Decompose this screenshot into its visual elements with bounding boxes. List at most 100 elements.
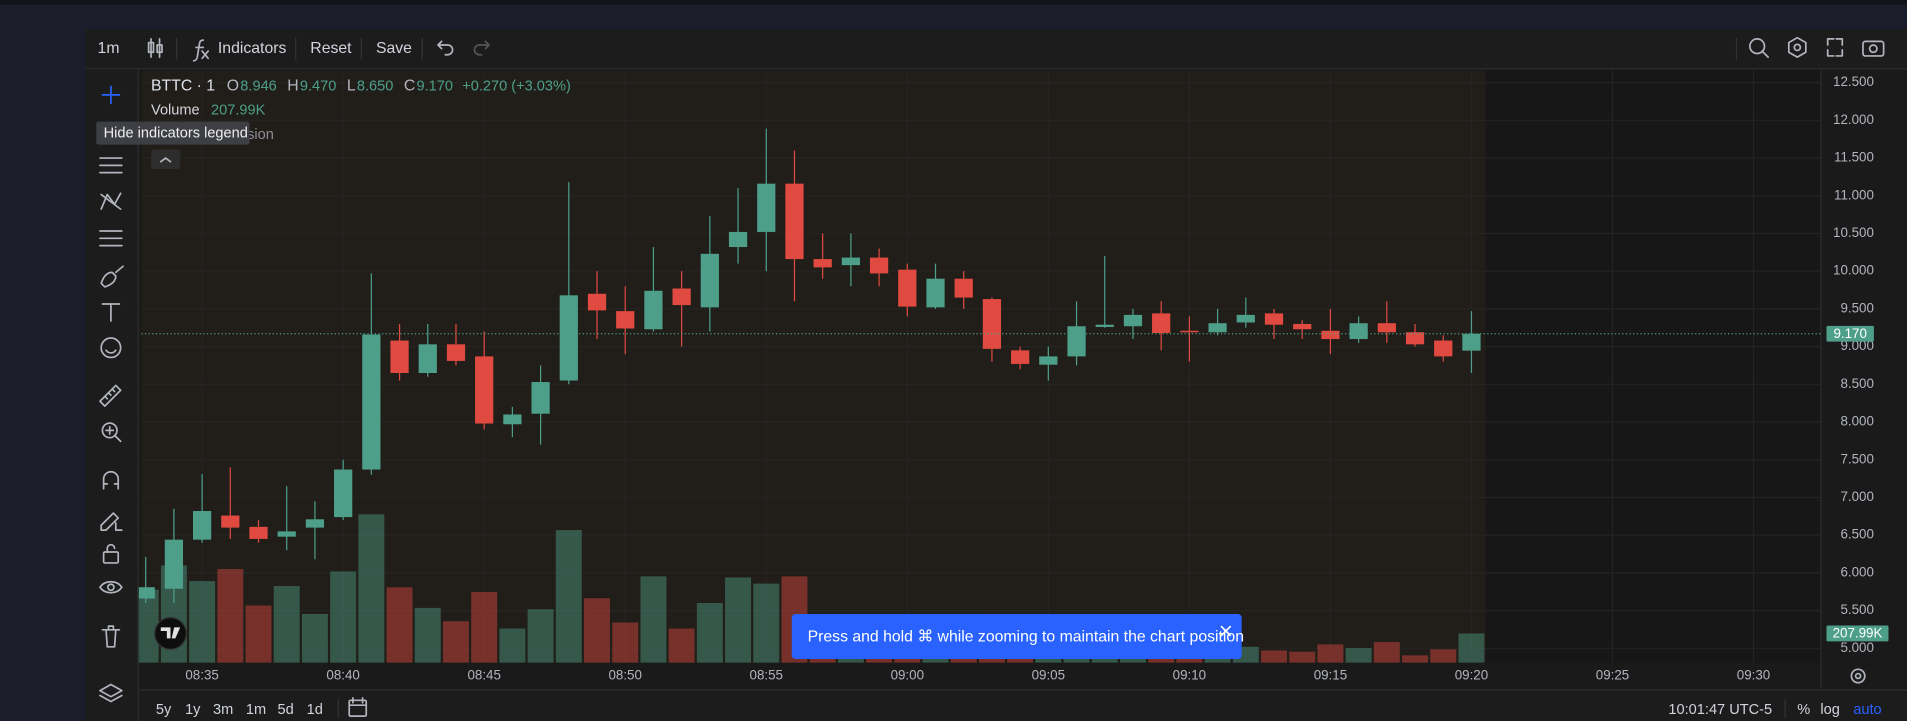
candle-body bbox=[700, 253, 719, 308]
text-tool[interactable] bbox=[101, 303, 121, 322]
volume-bar bbox=[1289, 651, 1316, 663]
volume-bar bbox=[414, 607, 441, 663]
volume-bar bbox=[1430, 649, 1457, 663]
pattern-tool[interactable] bbox=[100, 192, 122, 210]
y-tick-label: 10.000 bbox=[1833, 263, 1874, 278]
candle-body bbox=[982, 299, 1002, 349]
x-tick-label: 09:25 bbox=[1596, 668, 1629, 683]
volume-bar bbox=[753, 583, 780, 663]
percent-button[interactable]: % bbox=[1797, 702, 1810, 718]
candle-body bbox=[136, 587, 155, 599]
candle-body bbox=[644, 290, 663, 330]
candle-body bbox=[164, 539, 184, 589]
fullscreen-icon[interactable] bbox=[1826, 38, 1844, 57]
x-tick-label: 09:20 bbox=[1455, 668, 1488, 683]
candle-body bbox=[1208, 323, 1227, 333]
timeframe-button[interactable]: 5d bbox=[277, 702, 293, 718]
candle-body bbox=[475, 356, 494, 424]
interval-button[interactable]: 1m bbox=[98, 40, 120, 57]
undo-button[interactable] bbox=[437, 40, 454, 56]
volume-bar bbox=[273, 586, 300, 663]
collapse-legend-button[interactable] bbox=[151, 149, 181, 170]
measure-tool[interactable] bbox=[99, 384, 122, 407]
candle-body bbox=[559, 295, 578, 381]
y-tick-label: 6.500 bbox=[1840, 527, 1873, 542]
save-button[interactable]: Save bbox=[376, 40, 412, 57]
settings-icon[interactable] bbox=[1787, 36, 1807, 58]
legend-change: +0.270 (+3.03%) bbox=[462, 78, 571, 94]
timeframe-button[interactable]: 1d bbox=[307, 702, 323, 718]
top-strip bbox=[0, 0, 1907, 5]
x-tick-label: 09:15 bbox=[1314, 668, 1347, 683]
brush-tool[interactable] bbox=[100, 265, 124, 288]
chart-type-button[interactable] bbox=[147, 38, 163, 58]
legend-open-label: O bbox=[227, 77, 239, 94]
candle-body bbox=[1434, 340, 1453, 357]
fx-icon[interactable] bbox=[192, 39, 210, 62]
plot-layer: 5.000 5.500 6.000 6.500 7.000 7.500 8.000 8.500… bbox=[132, 70, 1889, 690]
toast-close[interactable] bbox=[1220, 625, 1232, 637]
chevron bbox=[159, 157, 172, 163]
volume-name: Volume bbox=[151, 103, 200, 119]
volume-bar bbox=[245, 605, 272, 663]
volume-bar bbox=[696, 602, 723, 663]
magnet-tool[interactable] bbox=[102, 470, 120, 490]
lock-tool[interactable] bbox=[102, 543, 120, 564]
axis-settings-icon[interactable] bbox=[1850, 668, 1866, 684]
crosshair-tool[interactable] bbox=[101, 85, 121, 105]
timeframe-button[interactable]: 5y bbox=[156, 702, 172, 718]
search-icon[interactable] bbox=[1749, 38, 1769, 58]
candle-body bbox=[1152, 313, 1171, 334]
tooltip-text: Hide indicators legend bbox=[104, 126, 248, 142]
candle-body bbox=[1123, 314, 1143, 327]
drawing-mode-tool[interactable] bbox=[100, 512, 123, 531]
lines-tool[interactable] bbox=[99, 157, 123, 174]
trash-tool[interactable] bbox=[101, 625, 121, 648]
zoom-tool[interactable] bbox=[101, 422, 122, 443]
candle-body bbox=[728, 231, 748, 248]
volume-bar bbox=[612, 622, 639, 663]
candle-body bbox=[390, 340, 409, 373]
emoji-tool[interactable] bbox=[100, 337, 122, 359]
volume-bar bbox=[189, 581, 216, 663]
clock: 10:01:47 UTC-5 bbox=[1668, 702, 1772, 718]
candle-body bbox=[1067, 326, 1086, 357]
timeframe-button[interactable]: 1m bbox=[246, 702, 266, 718]
redo-button[interactable] bbox=[473, 40, 490, 56]
volume-bar bbox=[584, 598, 610, 663]
y-tick-label: 12.500 bbox=[1833, 74, 1874, 89]
y-tick-label: 7.500 bbox=[1840, 451, 1873, 466]
toast bbox=[791, 614, 1242, 659]
x-tick-label: 08:35 bbox=[185, 668, 218, 683]
x-tick-label: 09:05 bbox=[1032, 668, 1065, 683]
indicators-button[interactable]: Indicators bbox=[218, 40, 287, 57]
candle-body bbox=[841, 257, 861, 266]
y-tick-label: 6.000 bbox=[1840, 564, 1873, 579]
timeframe-button[interactable]: 1y bbox=[185, 702, 201, 718]
candle-body bbox=[1377, 323, 1396, 333]
x-tick-label: 09:10 bbox=[1173, 668, 1206, 683]
ohlc-legend: BTTC · 1 O8.946 H9.470 L8.650 C9.170 +0.… bbox=[151, 77, 571, 94]
log-button[interactable]: log bbox=[1820, 702, 1839, 718]
visibility-tool[interactable] bbox=[99, 580, 123, 594]
y-tick-label: 8.000 bbox=[1840, 414, 1873, 429]
legend-high-value: 9.470 bbox=[300, 78, 336, 94]
auto-button[interactable]: auto bbox=[1853, 702, 1881, 718]
logo-mark bbox=[160, 627, 181, 639]
candle-body bbox=[1180, 330, 1199, 333]
candle-body bbox=[418, 344, 437, 373]
go-to-date-button[interactable] bbox=[348, 697, 368, 717]
last-volume-label: 207.99K bbox=[1833, 626, 1883, 641]
candle-body bbox=[954, 278, 973, 298]
timeframe-button[interactable]: 3m bbox=[213, 702, 233, 718]
candle-body bbox=[1236, 314, 1255, 323]
legend-open-value: 8.946 bbox=[240, 78, 276, 94]
candle-body bbox=[277, 531, 296, 537]
fib-tool[interactable] bbox=[99, 230, 123, 247]
candle-body bbox=[1462, 333, 1481, 351]
reset-button[interactable]: Reset bbox=[310, 40, 352, 57]
screenshot-icon[interactable] bbox=[1862, 40, 1885, 57]
layers-tool[interactable] bbox=[99, 683, 123, 703]
volume-bar bbox=[1402, 655, 1429, 663]
volume-bar bbox=[668, 628, 695, 663]
